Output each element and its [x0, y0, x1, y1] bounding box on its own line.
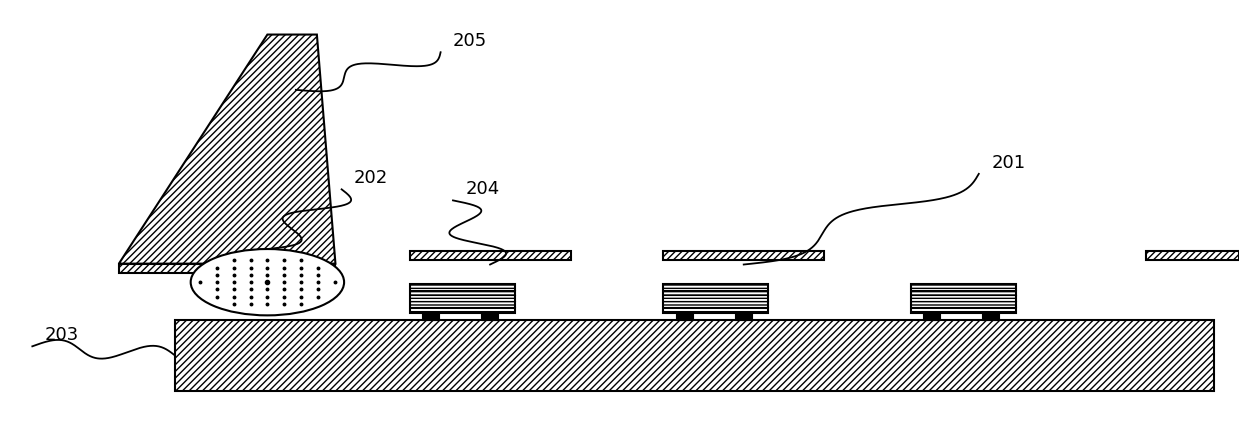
Bar: [423, 313, 439, 320]
Bar: [910, 284, 1016, 313]
Text: 202: 202: [353, 169, 388, 187]
Bar: [663, 284, 769, 313]
Text: 204: 204: [465, 180, 500, 198]
Bar: [119, 263, 336, 273]
Bar: [982, 313, 999, 320]
Text: 205: 205: [453, 32, 487, 50]
Bar: [1146, 251, 1239, 260]
Bar: [924, 313, 940, 320]
Bar: [481, 313, 498, 320]
Ellipse shape: [191, 249, 343, 316]
Bar: [175, 320, 1214, 391]
Bar: [663, 251, 825, 260]
Polygon shape: [119, 35, 336, 263]
Bar: [409, 251, 570, 260]
Bar: [735, 313, 751, 320]
Text: 203: 203: [45, 326, 79, 344]
Bar: [409, 284, 515, 313]
Bar: [676, 313, 693, 320]
Text: 201: 201: [991, 154, 1025, 172]
